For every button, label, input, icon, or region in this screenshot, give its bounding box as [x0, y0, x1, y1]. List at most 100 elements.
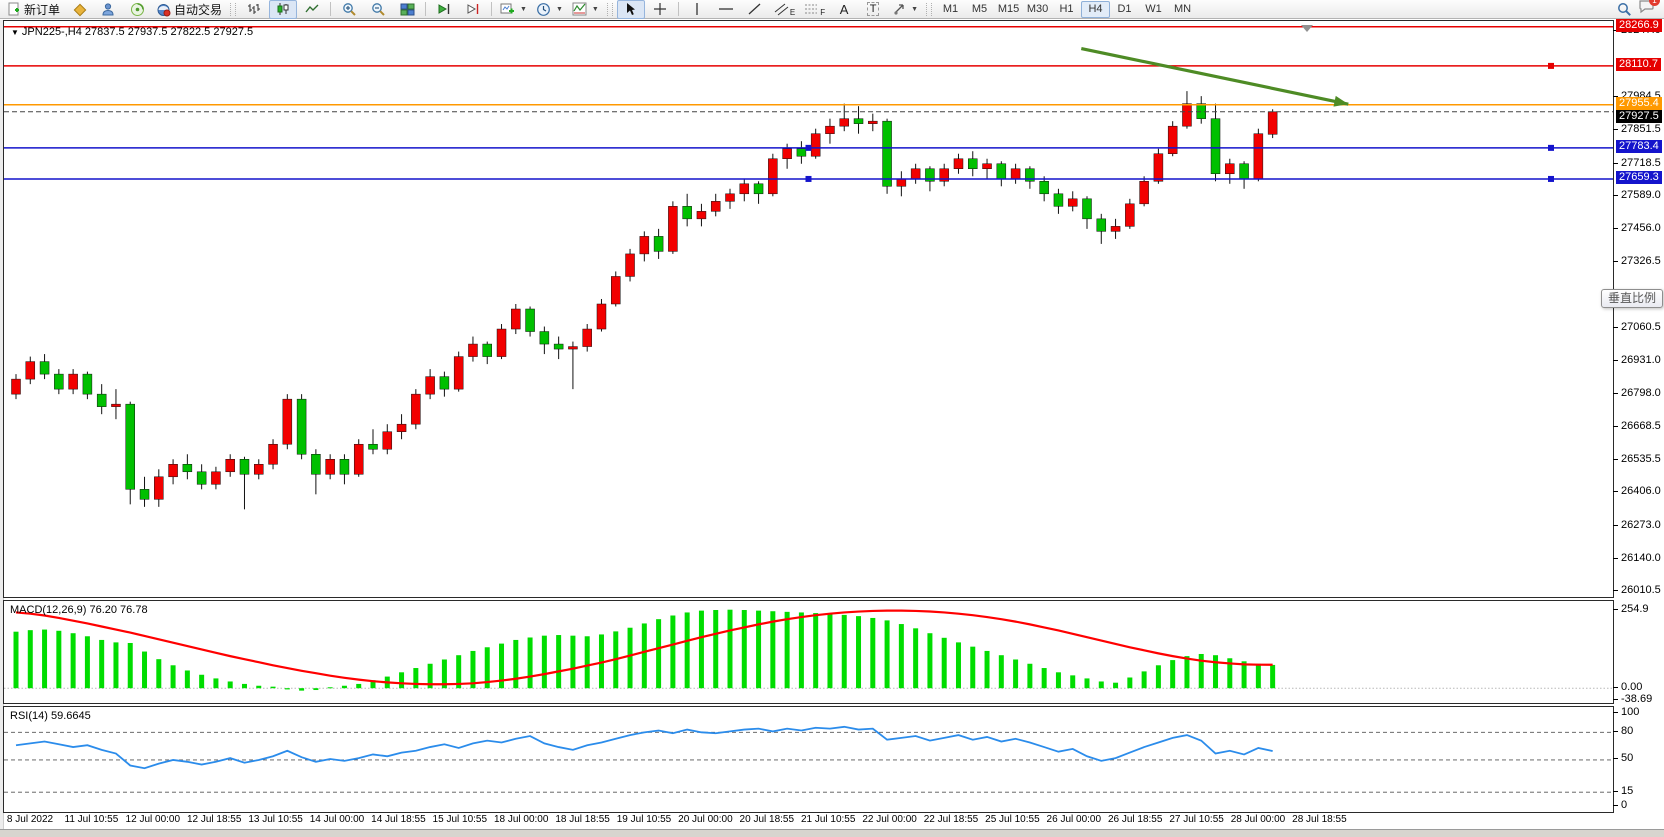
clock-icon — [537, 2, 550, 16]
text-tool-button[interactable]: A — [830, 0, 858, 19]
indicators-icon — [572, 2, 587, 16]
bar-chart-type-button[interactable] — [240, 0, 268, 19]
rsi-chart[interactable] — [4, 707, 1613, 812]
date-label: 14 Jul 00:00 — [309, 814, 365, 825]
profiles-button[interactable] — [94, 0, 122, 19]
text-label-tool-button[interactable]: T — [859, 0, 887, 19]
rsi-axis-tick: 0 — [1612, 799, 1627, 812]
channel-tool-button[interactable]: E — [770, 0, 799, 19]
search-icon[interactable] — [1617, 2, 1632, 17]
chart-title-text: JPN225-,H4 27837.5 27937.5 27822.5 27927… — [21, 26, 254, 38]
vertical-line-tool-button[interactable] — [683, 0, 711, 19]
timeframe-button-m15[interactable]: M15 — [997, 2, 1020, 15]
bar-chart-type-icon — [248, 4, 261, 14]
price-tick: 27589.0 — [1613, 189, 1661, 202]
date-label: 13 Jul 10:55 — [248, 814, 303, 825]
timeframe-button-h1[interactable]: H1 — [1059, 2, 1074, 15]
date-label: 14 Jul 18:55 — [371, 814, 426, 825]
toolbar-handle — [606, 2, 613, 16]
macd-axis-tick: 0.00 — [1612, 681, 1642, 694]
candlestick-chart-type-icon — [277, 3, 289, 15]
timeframe-button-w1[interactable]: W1 — [1145, 2, 1162, 15]
tile-windows-icon — [400, 3, 415, 15]
tile-windows-button[interactable] — [393, 0, 421, 19]
timeframe-button-h4[interactable]: H4 — [1081, 0, 1111, 18]
price-tick: 26535.5 — [1613, 453, 1661, 466]
auto-trading-icon — [157, 3, 171, 16]
indicators-button[interactable]: ▼ — [568, 0, 603, 19]
date-label: 8 Jul 2022 — [6, 814, 54, 825]
macd-label: MACD(12,26,9) 76.20 76.78 — [10, 604, 148, 616]
toolbar-handle — [230, 2, 237, 16]
price-line-badge: 27659.3 — [1616, 171, 1662, 185]
chart-shift-button[interactable] — [459, 0, 487, 19]
price-axis[interactable]: 28247.027984.527851.527718.527589.027456… — [1612, 19, 1664, 833]
new-chart-icon — [500, 3, 515, 14]
signals-button[interactable] — [123, 0, 151, 19]
symbol-dropdown-icon[interactable]: ▼ — [11, 28, 19, 37]
date-label: 27 Jul 10:55 — [1169, 814, 1224, 825]
periods-button[interactable]: ▼ — [532, 0, 567, 19]
notification-count-badge: 1 — [1649, 0, 1660, 6]
zoom-in-button[interactable] — [335, 0, 363, 19]
toolbar: 新订单 自动交易 ▼ ▼ — [0, 0, 1664, 19]
timeframe-button-mn[interactable]: MN — [1173, 2, 1192, 15]
timeframe-button-d1[interactable]: D1 — [1117, 2, 1132, 15]
fibonacci-tool-button[interactable]: F — [800, 0, 829, 19]
zoom-out-button[interactable] — [364, 0, 392, 19]
crosshair-icon — [653, 3, 666, 15]
auto-scroll-button[interactable] — [430, 0, 458, 19]
timeframe-group: M1 M5 M15 M30 H1 H4 D1 W1 MN — [936, 0, 1197, 18]
date-label: 12 Jul 18:55 — [186, 814, 242, 825]
dropdown-caret-icon: ▼ — [555, 5, 563, 13]
price-tick: 26273.0 — [1613, 519, 1661, 532]
auto-trading-button[interactable]: 自动交易 — [152, 0, 226, 19]
candlestick-chart-type-button[interactable] — [269, 0, 298, 19]
channel-icon — [774, 3, 789, 16]
timeframe-button-m5[interactable]: M5 — [971, 2, 988, 15]
price-tick: 26931.0 — [1613, 354, 1661, 367]
horizontal-line-tool-button[interactable] — [712, 0, 740, 19]
price-tick: 26010.5 — [1613, 584, 1661, 597]
timeframe-button-m1[interactable]: M1 — [942, 2, 959, 15]
timeframe-button-m30[interactable]: M30 — [1026, 2, 1049, 15]
date-label: 11 Jul 10:55 — [64, 814, 119, 825]
crosshair-button[interactable] — [646, 0, 674, 19]
window-bottom-edge — [0, 829, 1664, 837]
rsi-panel[interactable]: RSI(14) 59.6645 — [3, 706, 1614, 813]
market-watch-button[interactable] — [65, 0, 93, 19]
date-label: 18 Jul 00:00 — [493, 814, 549, 825]
toolbar-handle — [926, 2, 933, 16]
notifications-button[interactable]: 1 — [1638, 0, 1660, 19]
main-price-panel[interactable]: ▼ JPN225-,H4 27837.5 27937.5 27822.5 2792… — [3, 20, 1614, 598]
cursor-button[interactable] — [616, 0, 645, 19]
new-order-label: 新订单 — [24, 2, 61, 17]
price-tick: 27851.5 — [1613, 123, 1661, 136]
macd-panel[interactable]: MACD(12,26,9) 76.20 76.78 — [3, 600, 1614, 704]
rsi-axis-tick: 100 — [1612, 706, 1639, 719]
cursor-icon — [627, 3, 636, 15]
macd-axis-tick: -38.69 — [1612, 693, 1652, 706]
price-line-badge: 28266.9 — [1616, 19, 1662, 33]
date-axis[interactable]: 8 Jul 2022 11 Jul 10:55 12 Jul 00:00 12 Jul… — [0, 813, 1664, 828]
toolbar-separator — [425, 2, 427, 16]
trendline-tool-button[interactable] — [741, 0, 769, 19]
rsi-axis-tick: 15 — [1612, 785, 1633, 798]
date-label: 12 Jul 00:00 — [125, 814, 181, 825]
channel-letter: E — [789, 7, 796, 17]
price-tick: 26668.5 — [1613, 420, 1661, 433]
auto-trading-label: 自动交易 — [174, 2, 223, 17]
rsi-label: RSI(14) 59.6645 — [10, 710, 91, 722]
market-watch-icon — [73, 3, 86, 16]
chart-title: ▼ JPN225-,H4 27837.5 27937.5 27822.5 2792… — [11, 26, 253, 38]
line-chart-type-button[interactable] — [298, 0, 326, 19]
price-tick: 26798.0 — [1613, 387, 1661, 400]
arrows-tool-button[interactable]: ▼ — [888, 0, 922, 19]
auto-scroll-icon — [438, 4, 449, 14]
new-chart-button[interactable]: ▼ — [496, 0, 531, 19]
date-label: 18 Jul 18:55 — [555, 814, 610, 825]
text-tool-icon: A — [839, 1, 849, 17]
macd-chart[interactable] — [4, 601, 1613, 703]
new-order-button[interactable]: 新订单 — [3, 0, 64, 19]
candlestick-chart[interactable] — [4, 21, 1613, 597]
